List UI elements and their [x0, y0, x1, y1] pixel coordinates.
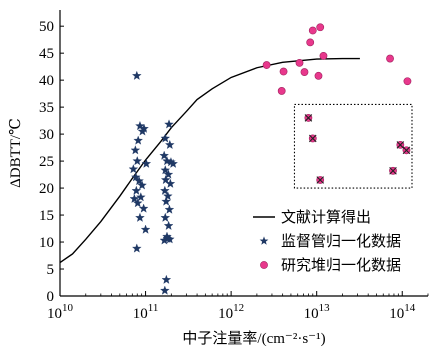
star-point	[162, 233, 173, 243]
axes: 0 5 10 15 20 25 30 35 40 45 50 1010 1011 1012 1013 1014…	[8, 10, 429, 347]
circle-point	[295, 58, 304, 67]
star-point	[128, 164, 139, 174]
x-tick-label: 1012	[218, 302, 244, 322]
legend-label: 文献计算得出	[281, 208, 371, 226]
star-point	[141, 158, 152, 168]
star-point	[132, 243, 142, 253]
cross-mark	[308, 134, 317, 143]
star-point	[132, 198, 143, 208]
star-point	[132, 156, 143, 166]
cross-mark	[304, 114, 313, 122]
star-point	[160, 212, 171, 222]
circle-point	[279, 67, 288, 76]
plot-area	[59, 23, 413, 295]
cross-mark	[402, 146, 411, 155]
star-point	[129, 193, 140, 203]
star-point	[164, 204, 175, 214]
star-point	[135, 120, 145, 131]
y-tick-label: 40	[39, 73, 54, 89]
y-axis-title: ΔDBTT/℃	[8, 118, 24, 188]
star-point	[159, 150, 169, 160]
x-tick-label: 1014	[389, 302, 416, 322]
star-point	[161, 196, 171, 206]
star-point	[163, 191, 173, 201]
legend-label: 研究堆归一化数据	[281, 256, 401, 274]
star-point	[130, 145, 141, 155]
y-tick-label: 30	[39, 127, 54, 143]
star-point	[160, 185, 170, 195]
cross-mark	[396, 141, 405, 149]
legend-label: 监督管归一化数据	[281, 232, 401, 250]
y-tick-label: 45	[39, 46, 54, 62]
circle-point	[316, 23, 325, 32]
highlight-box	[293, 103, 413, 189]
star-point	[139, 123, 149, 133]
series-line	[59, 57, 360, 264]
circle-point	[277, 87, 286, 95]
x-tick-label: 1010	[47, 302, 74, 322]
circle-point	[319, 51, 328, 60]
star-point	[161, 274, 172, 284]
circle-point	[403, 77, 412, 86]
star-point	[160, 174, 171, 185]
cross-mark	[389, 167, 397, 175]
y-tick-label: 35	[39, 100, 54, 116]
star-point	[133, 135, 143, 145]
x-axis-title: 中子注量率/(cm⁻²·s⁻¹)	[182, 330, 325, 347]
star-point	[138, 203, 149, 213]
star-point	[132, 70, 142, 80]
circle-point	[386, 54, 394, 63]
star-point	[135, 212, 145, 222]
circle-point	[262, 61, 271, 69]
y-tick-label: 15	[39, 208, 54, 224]
star-point	[168, 158, 178, 168]
y-tick-label: 50	[39, 19, 54, 35]
star-point	[163, 220, 174, 230]
star-point	[164, 119, 174, 129]
star-point	[165, 178, 176, 188]
circle-point	[306, 38, 315, 47]
circle-point	[300, 68, 309, 76]
circle-point	[308, 26, 317, 35]
star-point	[140, 224, 151, 234]
star-point	[131, 185, 142, 195]
star-point	[165, 139, 175, 149]
star-point	[160, 285, 170, 295]
y-tick-label: 10	[39, 235, 54, 251]
star-point	[137, 180, 147, 190]
x-tick-label: 1013	[304, 302, 331, 322]
legend-star-swatch	[259, 236, 269, 245]
star-point	[136, 192, 146, 202]
star-point	[163, 169, 174, 179]
star-point	[134, 176, 144, 186]
circle-point	[314, 71, 323, 80]
y-tick-label: 5	[47, 262, 55, 278]
star-point	[160, 133, 171, 143]
y-tick-label: 0	[47, 289, 55, 305]
y-tick-label: 20	[39, 181, 54, 197]
cross-mark	[316, 176, 325, 184]
y-tick-label: 25	[39, 154, 54, 170]
x-tick-label: 1011	[133, 302, 159, 322]
legend-circle-swatch	[260, 261, 268, 269]
star-point	[131, 172, 141, 182]
star-point	[160, 165, 171, 175]
